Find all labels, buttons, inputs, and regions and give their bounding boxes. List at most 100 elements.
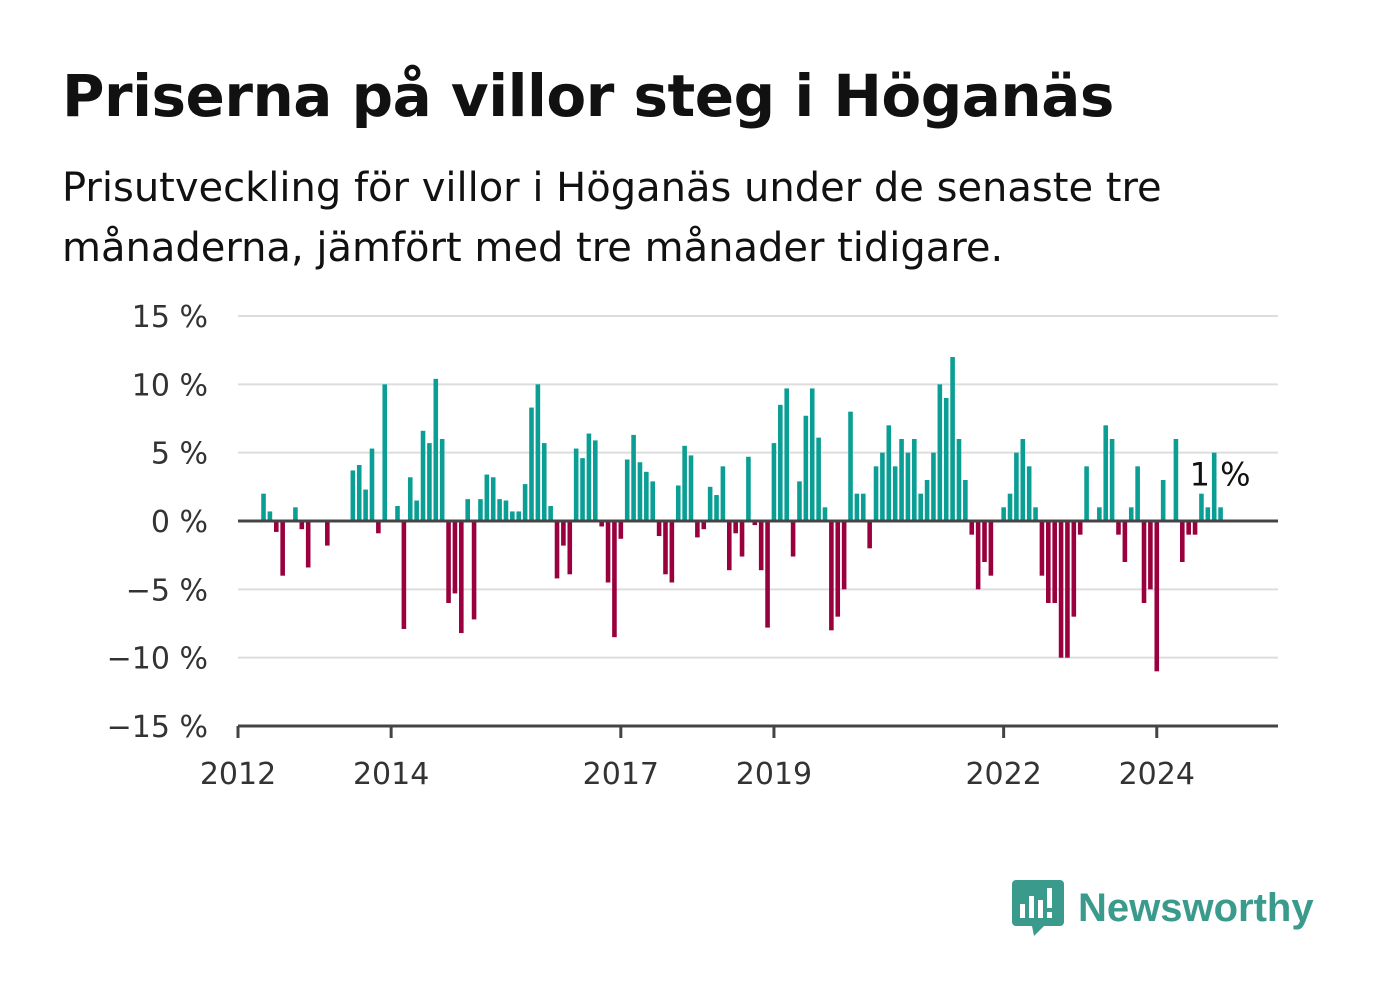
bar — [561, 521, 566, 546]
x-tick-label: 2022 — [965, 757, 1041, 792]
bar — [535, 384, 541, 521]
bar — [612, 521, 617, 638]
bar — [1199, 493, 1204, 521]
bar — [382, 384, 388, 521]
bar — [1135, 466, 1140, 521]
bar — [892, 466, 898, 521]
bar — [1071, 521, 1077, 617]
bar — [420, 430, 426, 521]
bar — [943, 398, 949, 521]
bar — [1180, 521, 1185, 562]
bar — [624, 459, 630, 521]
bar — [707, 486, 713, 521]
bar — [1122, 521, 1128, 562]
bar — [1033, 507, 1038, 521]
bar — [880, 452, 885, 521]
bar — [350, 470, 356, 521]
bar — [593, 440, 598, 521]
bar — [656, 521, 662, 537]
bar — [905, 452, 911, 521]
bar — [765, 521, 770, 628]
bar — [573, 448, 579, 521]
bar — [867, 521, 872, 549]
y-tick-label: 0 % — [151, 505, 208, 540]
last-value-annotation: 1 % — [1190, 455, 1251, 493]
bar — [1128, 507, 1134, 521]
bar — [848, 411, 853, 521]
bar — [503, 500, 509, 521]
bar — [567, 521, 573, 575]
bar — [829, 521, 834, 631]
bar — [1084, 466, 1089, 521]
bar — [982, 521, 987, 562]
bar — [1173, 439, 1179, 521]
bar — [267, 511, 273, 521]
bar — [931, 452, 936, 521]
bar — [975, 521, 981, 590]
bar — [1154, 521, 1160, 672]
bar — [407, 477, 413, 521]
bar — [1148, 521, 1153, 590]
y-tick-label: −5 % — [126, 573, 208, 608]
bar — [273, 521, 279, 532]
bar — [631, 434, 636, 521]
y-tick-label: −15 % — [107, 710, 208, 745]
bar — [1014, 452, 1019, 521]
bar — [510, 511, 515, 521]
chart-subtitle: Prisutveckling för villor i Höganäs unde… — [62, 165, 1162, 271]
bar — [261, 493, 266, 521]
bar — [478, 499, 483, 521]
bar — [414, 500, 419, 521]
bar — [841, 521, 847, 590]
bar — [618, 521, 624, 539]
bar — [886, 425, 892, 521]
bar — [1058, 521, 1064, 658]
bar — [1077, 521, 1083, 535]
bar — [739, 521, 745, 557]
bar — [822, 507, 828, 521]
bar — [1211, 452, 1217, 521]
x-tick-label: 2014 — [353, 757, 429, 792]
bar — [1109, 439, 1115, 521]
axes — [238, 519, 1278, 728]
bar — [452, 521, 458, 594]
bar — [363, 489, 368, 521]
bar — [1192, 521, 1198, 535]
bars — [261, 357, 1223, 672]
bar — [675, 485, 681, 521]
bar — [548, 505, 553, 521]
bar — [1065, 521, 1070, 658]
bar — [325, 521, 330, 546]
bar — [356, 464, 362, 521]
bar — [293, 507, 298, 521]
bar — [816, 437, 821, 521]
x-tick-label: 2017 — [583, 757, 659, 792]
bar — [586, 433, 592, 521]
bar — [784, 388, 789, 521]
bar — [599, 521, 604, 527]
bar — [650, 481, 656, 521]
newsworthy-logo-icon — [1012, 880, 1064, 936]
bar — [280, 521, 285, 576]
y-tick-label: 15 % — [132, 300, 208, 335]
x-tick-label: 2024 — [1119, 757, 1195, 792]
bar — [924, 480, 930, 521]
bar — [1218, 507, 1223, 521]
bar — [682, 445, 687, 521]
bar — [439, 439, 445, 521]
bar — [299, 521, 305, 530]
bar — [752, 521, 758, 526]
bar — [790, 521, 796, 557]
bar — [369, 448, 375, 521]
bar — [554, 521, 560, 579]
bar — [1186, 521, 1191, 535]
bar — [899, 439, 904, 521]
bar — [688, 455, 694, 521]
bar — [1046, 521, 1051, 603]
bar — [918, 493, 923, 521]
bar — [669, 521, 675, 583]
bar — [720, 466, 726, 521]
x-tick-label: 2019 — [736, 757, 812, 792]
bar — [497, 499, 502, 521]
